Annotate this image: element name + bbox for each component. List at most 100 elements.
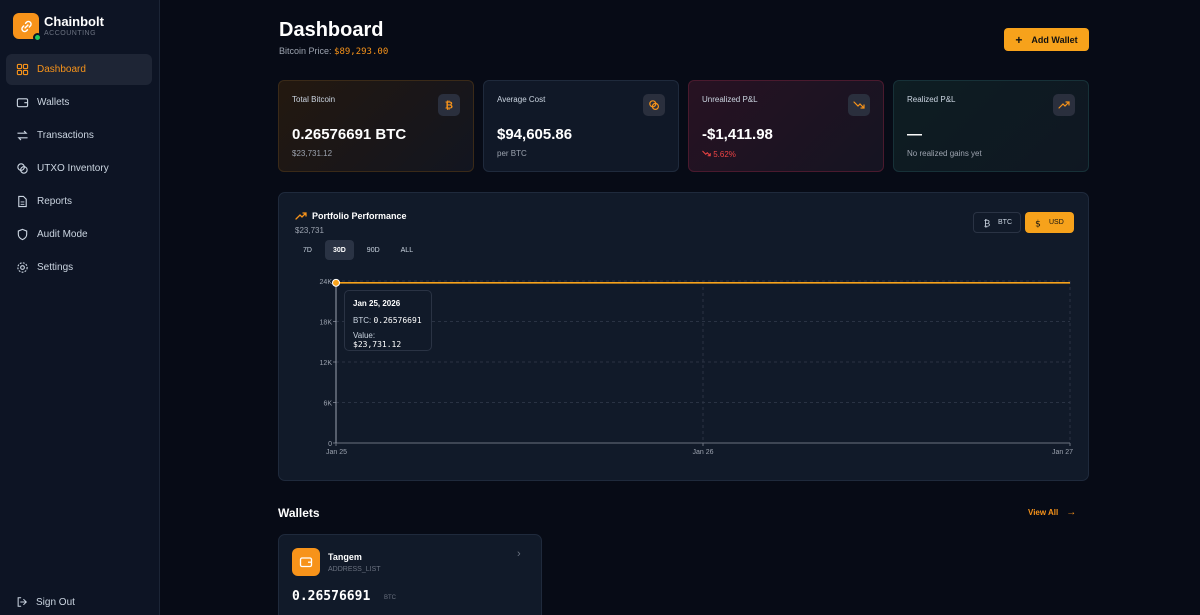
sidebar-item-label: UTXO Inventory [37, 163, 109, 174]
sidebar-item-utxo-inventory[interactable]: UTXO Inventory [6, 153, 152, 184]
tooltip-btc-value: 0.26576691 [373, 316, 422, 325]
toggle-btc-label: BTC [998, 219, 1012, 226]
card-value: $94,605.86 [497, 126, 573, 143]
panel-title-text: Portfolio Performance [312, 211, 407, 221]
card-unrealized-pnl: Unrealized P&L -$1,411.98 5.62% [688, 80, 884, 172]
card-subtext: $23,731.12 [292, 149, 333, 158]
range-7d[interactable]: 7D [303, 246, 312, 254]
y-tick-label: 0 [328, 441, 332, 448]
sign-out-button[interactable]: Sign Out [16, 596, 75, 608]
sidebar-nav: Dashboard Wallets Transactions UTXO Inve… [6, 54, 152, 285]
bitcoin-icon: ₿ [984, 218, 991, 228]
range-selector: 7D 30D 90D ALL [295, 240, 426, 260]
coins-icon [17, 163, 28, 174]
trending-up-icon [1053, 94, 1075, 116]
trending-down-icon [702, 150, 711, 157]
arrows-icon [17, 130, 28, 141]
x-tick-label: Jan 27 [1052, 449, 1073, 456]
sidebar-item-label: Audit Mode [37, 229, 88, 240]
portfolio-performance-panel: Portfolio Performance $23,731 7D 30D 90D… [278, 192, 1089, 481]
coins-icon [643, 94, 665, 116]
shield-icon [17, 228, 28, 241]
sidebar-item-wallets[interactable]: Wallets [6, 87, 152, 118]
wallet-card[interactable]: Tangem ADDRESS_LIST › 0.26576691 BTC [278, 534, 542, 615]
view-all-link[interactable]: View All → [1028, 507, 1076, 518]
trending-up-icon [295, 212, 307, 220]
tooltip-value-label: Value: [353, 331, 376, 340]
portfolio-chart: 0 6K 12K 18K 24K Jan 25 Jan 26 Jan 27 [320, 278, 1073, 456]
chainbolt-logo [13, 13, 42, 42]
chevron-right-icon: › [517, 548, 521, 560]
panel-subtitle: $23,731 [295, 226, 324, 235]
toggle-usd[interactable]: $ USD [1025, 212, 1074, 233]
card-average-cost: Average Cost $94,605.86 per BTC [483, 80, 679, 172]
tooltip-btc-label: BTC: [353, 316, 372, 325]
chart-tooltip: Jan 25, 2026 BTC: 0.26576691 Value: $23,… [344, 290, 432, 351]
card-label: Total Bitcoin [292, 95, 336, 104]
wallet-icon [292, 548, 320, 576]
sidebar-item-dashboard[interactable]: Dashboard [6, 54, 152, 85]
toggle-btc[interactable]: ₿ BTC [973, 212, 1021, 233]
wallet-icon [16, 98, 29, 108]
arrow-right-icon: → [1066, 507, 1077, 518]
sidebar-item-label: Reports [37, 196, 73, 207]
status-dot [33, 33, 42, 42]
x-tick-label: Jan 26 [692, 449, 713, 456]
link-icon [20, 20, 32, 32]
sidebar-item-settings[interactable]: Settings [6, 252, 152, 283]
svg-text:₿: ₿ [445, 100, 453, 112]
range-90d[interactable]: 90D [366, 246, 380, 254]
active-point [332, 278, 340, 287]
y-tick-label: 6K [323, 401, 332, 408]
card-value: — [907, 126, 922, 143]
grid-icon [16, 63, 29, 76]
bitcoin-price-value: $89,293.00 [334, 47, 389, 57]
card-label: Realized P&L [907, 95, 956, 104]
card-subtext: 5.62% [702, 149, 736, 159]
card-subtext: per BTC [497, 149, 527, 158]
add-wallet-button[interactable]: + Add Wallet [1004, 28, 1089, 51]
sidebar-item-label: Transactions [37, 130, 94, 141]
sidebar: Chainbolt ACCOUNTING Dashboard Wallets T… [0, 0, 160, 615]
y-tick-label: 24K [320, 279, 333, 286]
trending-down-icon [848, 94, 870, 116]
sidebar-item-transactions[interactable]: Transactions [6, 120, 152, 151]
page-title: Dashboard [279, 19, 384, 41]
card-label: Unrealized P&L [702, 95, 758, 104]
wallet-balance: 0.26576691 [292, 589, 371, 604]
toggle-usd-label: USD [1049, 219, 1064, 226]
wallet-type: ADDRESS_LIST [328, 566, 381, 573]
sidebar-item-label: Dashboard [37, 64, 86, 75]
panel-title: Portfolio Performance [295, 210, 407, 222]
tooltip-value-row: Value: $23,731.12 [353, 331, 423, 349]
gear-icon [17, 262, 28, 273]
plus-icon: + [1015, 32, 1023, 47]
svg-text:₿: ₿ [984, 218, 991, 228]
brand[interactable]: Chainbolt ACCOUNTING [13, 13, 104, 42]
view-all-label: View All [1028, 508, 1059, 517]
svg-text:$: $ [1035, 219, 1041, 228]
file-icon [18, 195, 27, 208]
wallets-heading: Wallets [278, 506, 320, 520]
wallet-name: Tangem [328, 552, 362, 562]
add-wallet-label: Add Wallet [1031, 34, 1078, 45]
tooltip-value-value: $23,731.12 [353, 340, 402, 349]
range-30d[interactable]: 30D [324, 240, 354, 260]
dollar-icon: $ [1035, 219, 1041, 228]
sidebar-item-reports[interactable]: Reports [6, 186, 152, 217]
sign-out-label: Sign Out [36, 596, 75, 608]
wallet-balance-unit: BTC [384, 595, 396, 601]
brand-subtitle: ACCOUNTING [44, 30, 97, 37]
tooltip-date: Jan 25, 2026 [353, 299, 401, 308]
card-realized-pnl: Realized P&L — No realized gains yet [893, 80, 1089, 172]
logout-icon [17, 597, 28, 607]
bitcoin-price-label: Bitcoin Price: [279, 46, 332, 56]
tooltip-btc-row: BTC: 0.26576691 [353, 316, 423, 325]
sidebar-item-audit-mode[interactable]: Audit Mode [6, 219, 152, 250]
range-all[interactable]: ALL [400, 246, 414, 254]
unrealized-percent: 5.62% [713, 150, 736, 159]
sidebar-item-label: Wallets [37, 97, 70, 108]
y-tick-label: 18K [320, 320, 333, 327]
bitcoin-price: Bitcoin Price: $89,293.00 [279, 46, 388, 57]
bitcoin-icon: ₿ [438, 94, 460, 116]
